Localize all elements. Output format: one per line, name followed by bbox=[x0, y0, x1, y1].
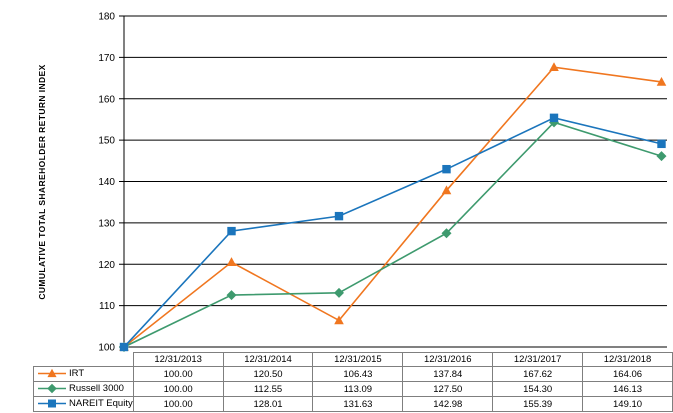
data-point-square bbox=[657, 139, 666, 149]
col-header-date: 12/31/2013 bbox=[132, 352, 224, 367]
table-row-russell-3000: Russell 3000 100.00 112.55 113.09 127.50 154.… bbox=[33, 381, 673, 397]
data-point-diamond bbox=[226, 290, 237, 301]
col-header-date: 12/31/2015 bbox=[312, 352, 404, 367]
data-point-triangle bbox=[47, 369, 57, 378]
legend-cell-irt: IRT bbox=[33, 366, 134, 382]
value-cell: 100.00 bbox=[132, 381, 224, 397]
data-point-diamond bbox=[334, 287, 344, 298]
table-row-irt: IRT 100.00 120.50 106.43 137.84 167.62 164.06 bbox=[33, 366, 673, 382]
y-tick-label: 160 bbox=[98, 94, 115, 105]
y-tick-label: 110 bbox=[99, 301, 115, 312]
value-cell: 154.30 bbox=[492, 381, 584, 397]
value-cell: 127.50 bbox=[402, 381, 494, 397]
legend-cell-nareit-equity: NAREIT Equity bbox=[33, 396, 134, 412]
data-point-square bbox=[549, 113, 559, 123]
col-header-date: 12/31/2016 bbox=[402, 352, 494, 367]
value-cell: 149.10 bbox=[582, 396, 673, 412]
legend-label: Russell 3000 bbox=[69, 383, 124, 395]
y-tick-label: 170 bbox=[98, 53, 115, 64]
col-header-date: 12/31/2017 bbox=[492, 352, 584, 367]
value-cell: 164.06 bbox=[582, 366, 673, 382]
data-point-square bbox=[48, 399, 56, 408]
value-cell: 120.50 bbox=[222, 366, 314, 382]
table-corner-cell bbox=[34, 353, 134, 367]
value-cell: 100.00 bbox=[132, 396, 224, 412]
data-point-triangle bbox=[549, 62, 559, 72]
series-line-irt bbox=[123, 66, 662, 348]
y-tick-label: 130 bbox=[98, 218, 115, 229]
data-table: 12/31/2013 12/31/2014 12/31/2015 12/31/2016… bbox=[33, 352, 673, 412]
col-header-date: 12/31/2018 bbox=[582, 352, 673, 367]
data-point-triangle bbox=[226, 257, 237, 266]
table-row-nareit-equity: NAREIT Equity 100.00 128.01 131.63 142.98 155… bbox=[33, 396, 673, 412]
value-cell: 146.13 bbox=[582, 381, 673, 397]
y-tick-label: 140 bbox=[98, 177, 115, 188]
y-tick-label: 150 bbox=[98, 136, 115, 147]
col-header-date: 12/31/2014 bbox=[222, 352, 314, 367]
data-point-diamond bbox=[441, 228, 452, 239]
y-tick-label: 100 bbox=[98, 343, 115, 354]
series-line-russell-3000 bbox=[123, 121, 662, 348]
value-cell: 106.43 bbox=[312, 366, 404, 382]
table-header-row: 12/31/2013 12/31/2014 12/31/2015 12/31/2016… bbox=[34, 352, 673, 367]
value-cell: 128.01 bbox=[222, 396, 314, 412]
value-cell: 131.63 bbox=[312, 396, 404, 412]
data-point-square bbox=[334, 211, 344, 221]
legend-key-diamond-icon bbox=[38, 384, 66, 394]
value-cell: 155.39 bbox=[492, 396, 584, 412]
legend-label: NAREIT Equity bbox=[69, 398, 133, 410]
data-point-square bbox=[119, 342, 129, 352]
value-cell: 137.84 bbox=[402, 366, 494, 382]
data-point-triangle bbox=[656, 76, 667, 86]
data-point-square bbox=[442, 164, 451, 174]
value-cell: 113.09 bbox=[312, 381, 404, 397]
series-line-nareit-equity bbox=[123, 116, 662, 348]
data-point-diamond bbox=[47, 384, 57, 394]
data-point-triangle bbox=[334, 315, 344, 325]
legend-cell-russell-3000: Russell 3000 bbox=[33, 381, 134, 397]
data-point-diamond bbox=[656, 151, 667, 162]
data-point-triangle bbox=[441, 185, 452, 195]
value-cell: 142.98 bbox=[402, 396, 494, 412]
value-cell: 112.55 bbox=[222, 381, 314, 397]
legend-key-triangle-icon bbox=[38, 369, 66, 378]
value-cell: 100.00 bbox=[132, 366, 224, 382]
data-point-square bbox=[227, 226, 236, 236]
value-cell: 167.62 bbox=[492, 366, 584, 382]
y-tick-label: 180 bbox=[98, 12, 115, 23]
legend-label: IRT bbox=[69, 368, 85, 380]
legend-key-square-icon bbox=[38, 399, 66, 408]
y-tick-label: 120 bbox=[98, 260, 115, 271]
